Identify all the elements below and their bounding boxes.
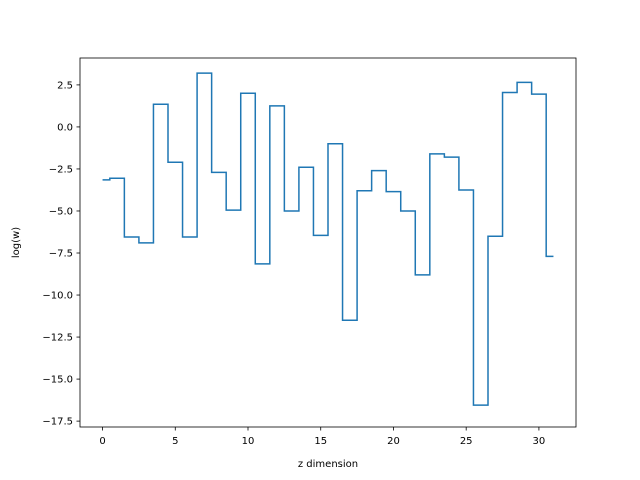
y-axis-ticks: 2.5 0.0 −2.5 −5.0 −7.5 −10.0 −12.5 −15.0 −17.5 <box>42 80 80 428</box>
plot-area-frame <box>79 57 577 428</box>
series-layer <box>102 72 554 406</box>
x-tick-label: 10 <box>242 436 255 447</box>
x-tick-label: 20 <box>387 436 400 447</box>
y-tick-label: 2.5 <box>57 80 73 91</box>
y-tick-label: −15.0 <box>42 375 73 386</box>
x-tick-label: 5 <box>172 436 178 447</box>
x-tick-label: 15 <box>314 436 327 447</box>
x-tick-label: 30 <box>533 436 546 447</box>
axes-layer <box>79 57 577 428</box>
x-tick-label: 0 <box>99 436 105 447</box>
y-tick-label: 0.0 <box>57 122 73 133</box>
x-tick-label: 25 <box>460 436 473 447</box>
y-tick-label: −5.0 <box>49 206 73 217</box>
y-tick-label: −2.5 <box>49 164 73 175</box>
y-axis-label: log(w) <box>11 227 22 258</box>
y-tick-label: −12.5 <box>42 333 73 344</box>
y-tick-label: −7.5 <box>49 249 73 260</box>
x-axis-label: z dimension <box>298 459 358 470</box>
y-tick-label: −10.0 <box>42 291 73 302</box>
plot-area-background <box>80 58 576 427</box>
x-axis-ticks: 0 5 10 15 20 25 30 <box>99 427 545 447</box>
y-tick-label: −17.5 <box>42 417 73 428</box>
series-line <box>102 72 554 406</box>
